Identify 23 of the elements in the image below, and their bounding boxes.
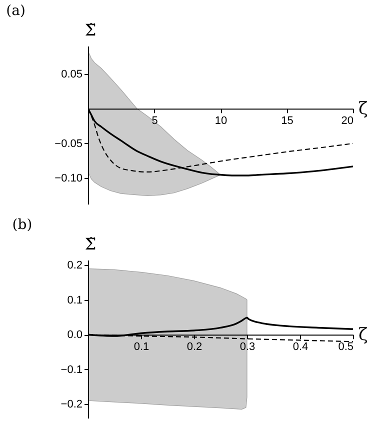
x-tick-label: 20 <box>341 115 354 128</box>
y-tick-label: −0.1 <box>60 364 82 376</box>
x-tick-label: 15 <box>281 115 294 128</box>
x-tick-label: 5 <box>152 115 158 128</box>
y-tick-label: 0.0 <box>67 329 82 342</box>
chart-title: (b) <box>12 217 32 233</box>
x-tick-label: 0.4 <box>292 341 308 354</box>
y-tick-label: −0.05 <box>54 138 82 150</box>
y-axis-title: Σ̃ <box>84 234 96 254</box>
x-axis-title: ζ <box>358 99 368 120</box>
y-tick-label: 0.05 <box>61 68 82 80</box>
x-tick-label: 0.5 <box>338 341 354 354</box>
y-tick-label: 0.2 <box>67 260 82 272</box>
x-tick-label: 0.3 <box>240 341 256 354</box>
y-tick-label: 0.1 <box>67 294 82 306</box>
x-tick-label: 0.1 <box>134 341 150 354</box>
x-tick-label: 10 <box>214 115 228 128</box>
y-tick-label: −0.2 <box>60 398 82 411</box>
x-tick-label: 0.2 <box>186 341 202 354</box>
chart-title: (a) <box>6 3 26 19</box>
y-tick-label: −0.10 <box>54 172 82 185</box>
x-axis-title: ζ <box>358 325 368 346</box>
y-axis-title: Σ̃ <box>84 20 96 40</box>
